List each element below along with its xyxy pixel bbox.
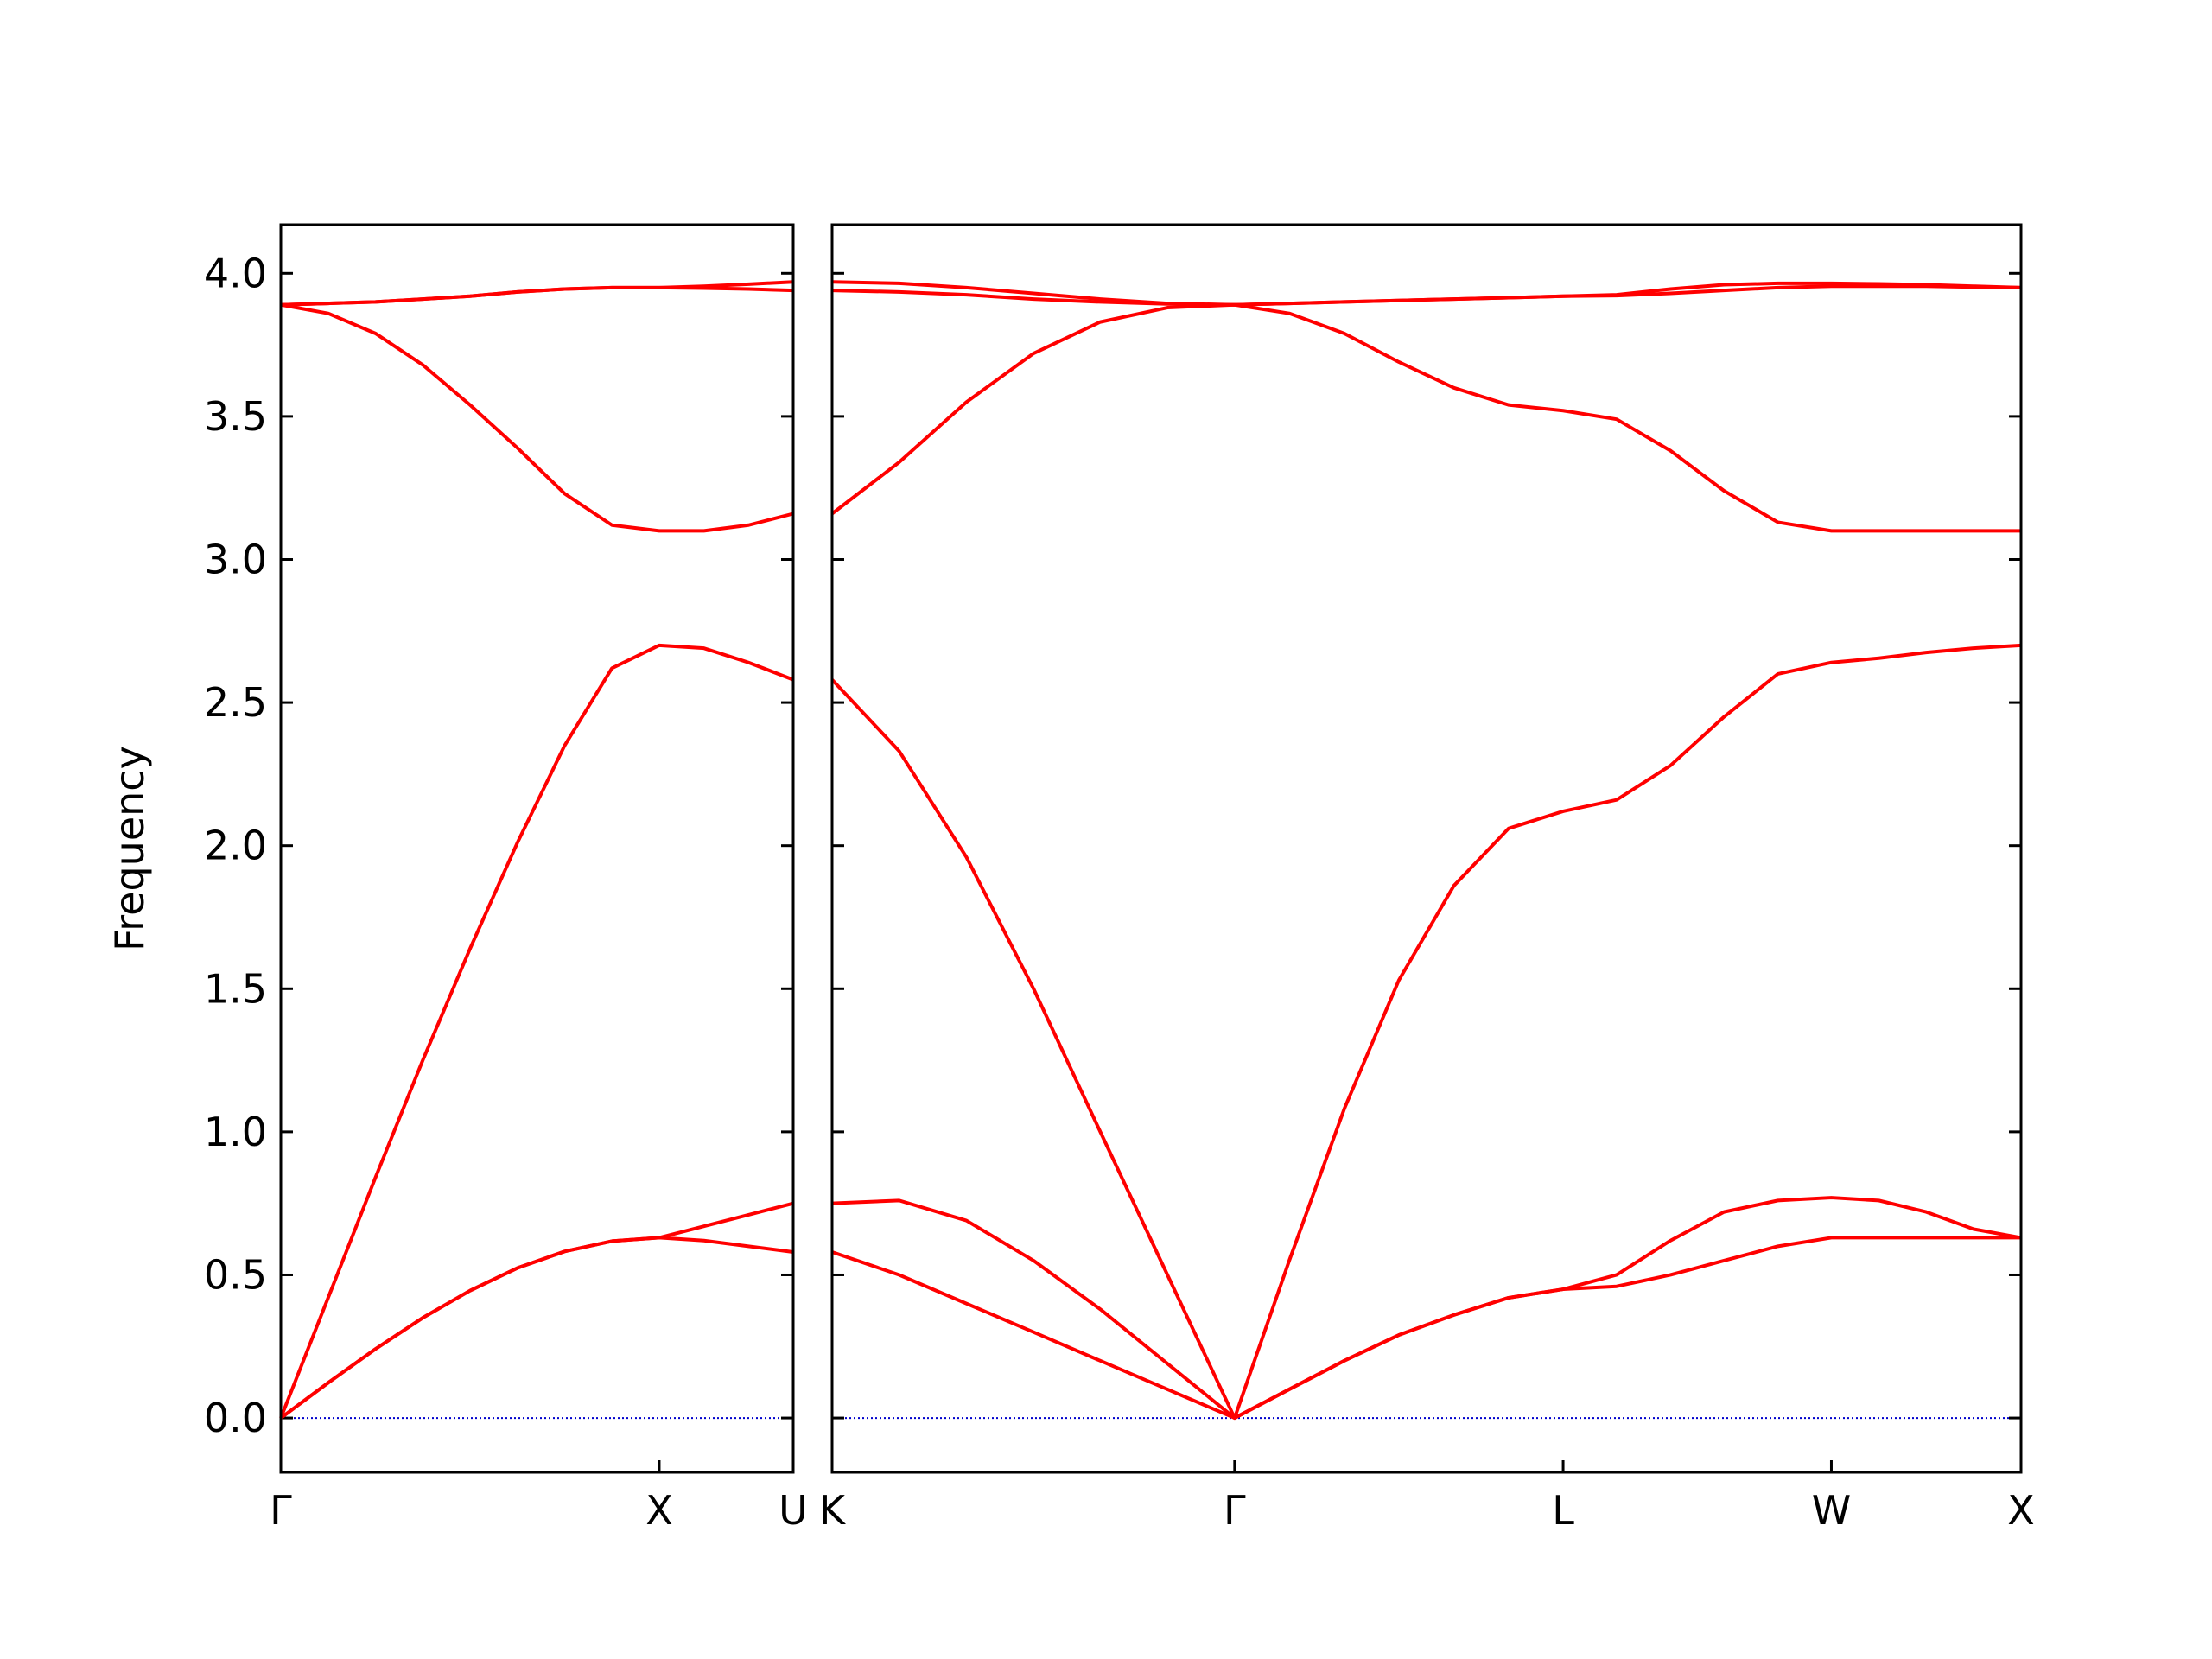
band-line	[830, 302, 2021, 533]
x-tick-label: U	[779, 1487, 808, 1534]
plot-frame	[279, 223, 795, 1474]
x-tick-label: Γ	[1224, 1487, 1246, 1534]
y-tick-label: 2.0	[204, 823, 267, 869]
band-line	[831, 1196, 2022, 1421]
y-tick-label: 2.5	[204, 679, 267, 726]
band-line	[831, 284, 2022, 307]
x-tick-label: K	[819, 1487, 847, 1534]
x-tick-label: X	[2007, 1487, 2035, 1534]
y-tick-label: 3.0	[204, 536, 267, 582]
y-tick-label: 0.5	[204, 1251, 267, 1298]
y-tick-label: 4.0	[204, 250, 267, 296]
band-line	[830, 643, 2022, 1421]
x-tick-label: X	[645, 1487, 673, 1534]
band-line	[279, 643, 794, 1419]
x-tick-label: L	[1552, 1487, 1574, 1534]
plot-frame	[830, 223, 2023, 1474]
band-line	[280, 302, 794, 533]
y-tick-label: 1.0	[204, 1109, 267, 1155]
band-line	[279, 1236, 794, 1420]
x-tick-label: W	[1812, 1487, 1851, 1534]
y-tick-label: 0.0	[204, 1395, 267, 1441]
band-line	[279, 1201, 794, 1420]
y-tick-label: 3.5	[204, 393, 267, 440]
y-tick-label: 1.5	[204, 965, 267, 1012]
y-axis-label: Frequency	[106, 746, 153, 951]
x-tick-label: Γ	[270, 1487, 292, 1534]
band-line	[831, 1236, 2021, 1421]
band-line	[831, 280, 2022, 307]
band-line	[280, 280, 794, 307]
